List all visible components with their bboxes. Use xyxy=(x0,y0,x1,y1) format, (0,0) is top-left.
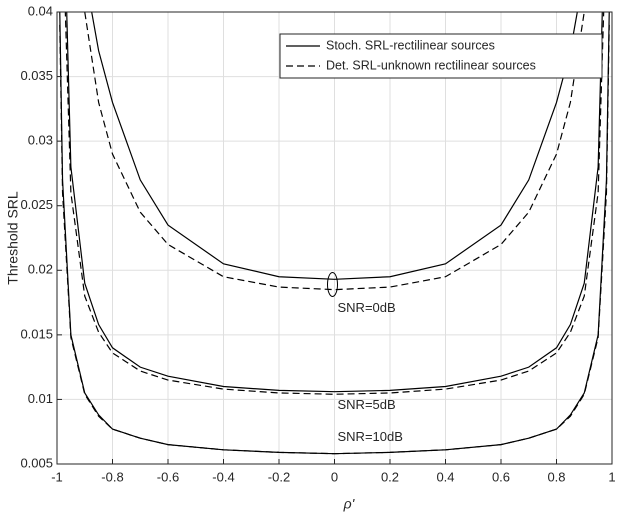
curve xyxy=(66,12,603,393)
y-tick-label: 0.04 xyxy=(28,3,53,18)
x-tick-label: 0.6 xyxy=(492,469,510,484)
x-tick-label: 1 xyxy=(608,469,615,484)
x-tick-label: -1 xyxy=(51,469,63,484)
x-tick-label: 0.8 xyxy=(547,469,565,484)
x-tick-label: -0.6 xyxy=(157,469,179,484)
curve xyxy=(91,12,578,280)
curve-label: SNR=5dB xyxy=(338,397,396,412)
x-axis-label: ρ' xyxy=(343,496,356,512)
y-axis-label: Threshold SRL xyxy=(5,191,21,285)
x-tick-label: -0.8 xyxy=(101,469,123,484)
curve-label: SNR=0dB xyxy=(338,300,396,315)
y-tick-label: 0.01 xyxy=(28,391,53,406)
x-tick-label: -0.4 xyxy=(212,469,234,484)
y-tick-label: 0.02 xyxy=(28,262,53,277)
y-tick-label: 0.035 xyxy=(20,68,53,83)
y-tick-label: 0.015 xyxy=(20,326,53,341)
legend-label: Stoch. SRL-rectilinear sources xyxy=(326,38,495,52)
x-tick-label: 0.4 xyxy=(436,469,454,484)
curve xyxy=(59,24,610,455)
marker-ellipse xyxy=(327,271,338,297)
legend-box xyxy=(279,33,603,79)
y-tick-label: 0.03 xyxy=(28,133,53,148)
curve-label: SNR=10dB xyxy=(338,429,403,444)
y-tick-label: 0.005 xyxy=(20,455,53,470)
x-tick-label: 0.2 xyxy=(381,469,399,484)
curve xyxy=(64,12,605,395)
x-tick-label: 0 xyxy=(331,469,338,484)
y-tick-label: 0.025 xyxy=(20,197,53,212)
legend-label: Det. SRL-unknown rectilinear sources xyxy=(326,58,536,72)
x-tick-label: -0.2 xyxy=(268,469,290,484)
